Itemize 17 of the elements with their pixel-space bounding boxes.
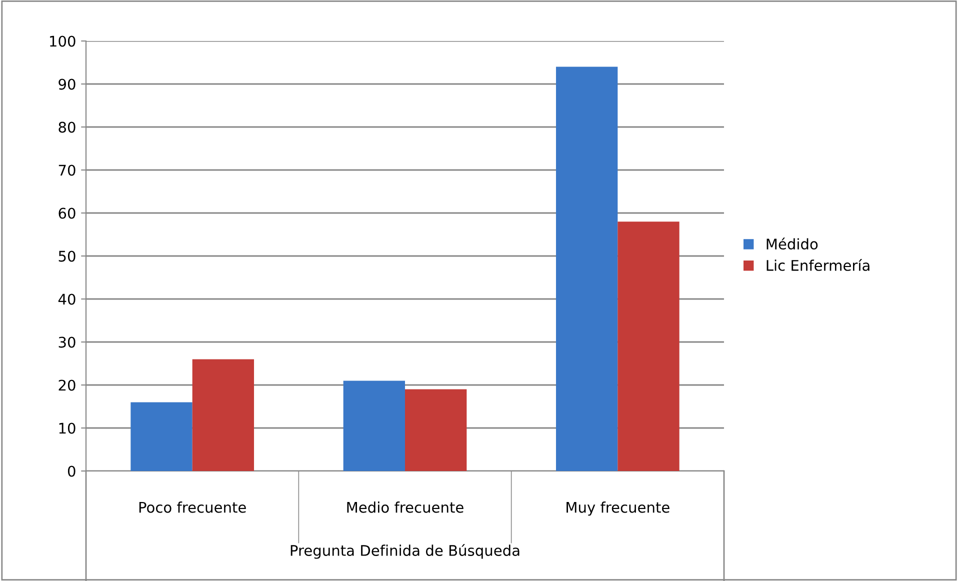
y-tick-label: 70	[58, 164, 76, 176]
y-tick-label: 40	[58, 294, 76, 305]
x-tick-label: Medio frecuente	[347, 502, 464, 513]
y-tick-label: 30	[58, 336, 76, 348]
x-tick-label: Poco frecuente	[139, 502, 246, 513]
y-tick-label: 10	[59, 422, 76, 434]
y-tick-label: 100	[50, 36, 76, 47]
legend-label: Médido	[766, 238, 818, 250]
y-tick-label: 50	[58, 250, 76, 262]
y-tick-label: 90	[58, 78, 76, 90]
x-tick-label: Muy frecuente	[566, 502, 670, 516]
y-tick-label: 60	[58, 208, 76, 219]
legend-label: Lic Enfermería	[766, 259, 870, 271]
x-axis-title: Pregunta Definida de Búsqueda	[290, 544, 520, 559]
y-tick-label: 20	[58, 380, 76, 391]
y-tick-label: 80	[58, 122, 76, 133]
y-tick-label: 0	[68, 466, 76, 477]
